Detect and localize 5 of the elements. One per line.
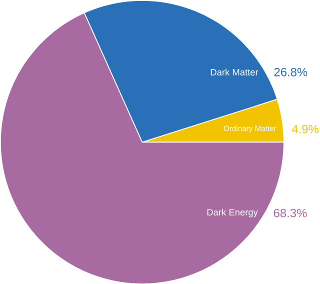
data-label: 4.9% (292, 124, 318, 134)
slice-label: Dark Energy (207, 208, 258, 218)
data-label: 68.3% (274, 208, 307, 218)
slice-label: Dark Matter (210, 68, 258, 76)
data-label: 26.8% (274, 68, 308, 76)
